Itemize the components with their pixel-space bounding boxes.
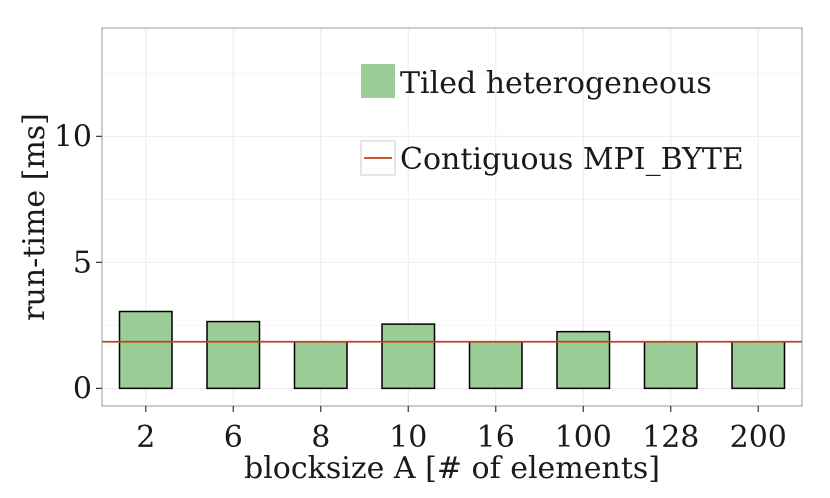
x-tick-label: 10 xyxy=(389,420,427,455)
y-axis: 0 5 10 xyxy=(54,119,102,406)
x-tick-label: 100 xyxy=(555,420,612,455)
legend-key-tiled-heterogeneous xyxy=(361,64,395,98)
legend-label-tiled-heterogeneous: Tiled heterogeneous xyxy=(400,66,712,101)
bar-6 xyxy=(206,320,261,390)
x-axis: 2 6 8 10 16 100 128 200 xyxy=(136,406,787,455)
bar-8 xyxy=(293,340,348,390)
bar-16 xyxy=(468,340,523,390)
x-tick-label: 16 xyxy=(477,420,515,455)
legend-label-contiguous-mpi-byte: Contiguous MPI_BYTE xyxy=(400,142,744,177)
x-tick-label: 6 xyxy=(224,420,243,455)
bar-200 xyxy=(731,340,786,390)
x-axis-title: blocksize A [# of elements] xyxy=(244,451,660,486)
x-tick-label: 128 xyxy=(642,420,699,455)
bar-10 xyxy=(381,323,436,390)
y-axis-title: run-time [ms] xyxy=(17,113,52,321)
x-tick-label: 200 xyxy=(730,420,787,455)
y-tick-label: 5 xyxy=(73,245,92,280)
plot-panel-border xyxy=(101,27,803,407)
legend: Tiled heterogeneous Contiguous MPI_BYTE xyxy=(360,64,744,177)
x-tick-label: 2 xyxy=(136,420,155,455)
bars xyxy=(118,310,786,390)
bar-100 xyxy=(556,330,611,390)
y-tick-label: 0 xyxy=(73,371,92,406)
x-tick-label: 8 xyxy=(311,420,330,455)
bar-2 xyxy=(118,310,173,390)
y-tick-label: 10 xyxy=(54,119,92,154)
bar-128 xyxy=(643,340,698,390)
